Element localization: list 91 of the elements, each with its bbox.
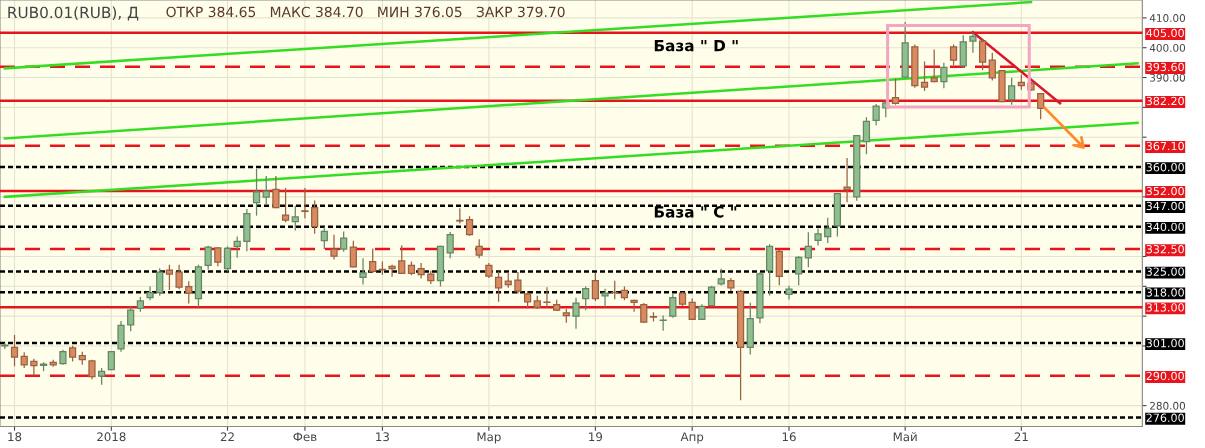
ref-line-label: 405.00 <box>1146 28 1184 38</box>
candlestick <box>117 320 125 353</box>
candlestick <box>156 267 164 297</box>
candlestick <box>582 285 590 311</box>
candlestick <box>252 168 261 217</box>
candlestick <box>640 302 648 324</box>
chart-title: RUB0.01(RUB), Д <box>8 6 139 21</box>
candlestick <box>446 231 454 259</box>
candlestick <box>543 286 551 309</box>
candlestick <box>862 116 871 155</box>
ref-line-label: 347.00 <box>1146 201 1184 211</box>
candlestick <box>262 175 270 206</box>
ref-line-label: 276.00 <box>1146 413 1184 422</box>
y-tick-label: 410.00 <box>1149 14 1186 22</box>
candlestick <box>291 205 299 232</box>
candlestick <box>233 235 241 259</box>
candlestick <box>669 293 677 319</box>
x-tick-label: Апр <box>680 432 704 444</box>
candlestick <box>891 77 900 106</box>
x-tick-label: 21 <box>1014 432 1028 442</box>
ref-line-label: 360.00 <box>1146 162 1184 172</box>
candlestick <box>281 187 290 223</box>
candlestick <box>272 175 280 209</box>
candlestick <box>369 247 377 274</box>
candlestick <box>843 157 851 203</box>
ref-line-label: 340.00 <box>1146 222 1184 232</box>
candlestick <box>1037 92 1045 120</box>
candlestick <box>30 358 38 377</box>
candlestick <box>349 240 357 269</box>
candlestick <box>988 52 996 82</box>
candlestick <box>940 62 948 89</box>
candlestick <box>330 234 338 261</box>
candlestick <box>514 271 522 295</box>
candlestick <box>320 226 328 250</box>
x-tick-label: 22 <box>220 432 234 442</box>
ref-line-label: 393.60 <box>1146 62 1184 72</box>
candlestick <box>1008 77 1016 106</box>
candlestick <box>795 255 803 286</box>
candlestick <box>127 305 135 332</box>
candlestick <box>872 103 880 126</box>
candlestick <box>359 257 367 286</box>
x-tick-label: 18 <box>8 432 22 442</box>
candlestick <box>465 215 474 237</box>
ref-line-label: 332.50 <box>1146 245 1184 254</box>
annotation: База " D " <box>654 39 738 52</box>
candlestick <box>223 245 232 273</box>
ref-line-label: 352.00 <box>1146 186 1184 196</box>
candlestick <box>10 334 19 367</box>
ref-line-label: 325.00 <box>1146 267 1184 276</box>
candlestick <box>311 199 319 235</box>
x-tick-label: Май <box>893 432 917 442</box>
candlestick <box>165 264 174 291</box>
candlestick <box>417 262 425 280</box>
x-tick-label: 16 <box>782 432 796 442</box>
x-tick-label: Мар <box>477 432 501 444</box>
ref-line-label: 318.00 <box>1146 288 1184 297</box>
candlestick <box>804 231 812 268</box>
candlestick <box>978 38 987 71</box>
candlestick <box>388 264 396 278</box>
y-tick-label: 280.00 <box>1150 401 1186 410</box>
y-tick-label: 400.00 <box>1149 43 1186 52</box>
candlestick <box>824 217 832 244</box>
candlestick <box>591 272 599 302</box>
y-tick-label: 390.00 <box>1150 73 1186 82</box>
candlestick <box>601 288 609 308</box>
candlestick <box>659 314 667 332</box>
candlestick <box>204 245 212 271</box>
chart-subtitle: ОТКР 384.65 МАКС 384.70 МИН 376.05 ЗАКР 379.70 <box>166 6 565 18</box>
x-tick-label: 13 <box>376 432 389 442</box>
candlestick <box>572 297 580 330</box>
ref-line-label: 313.00 <box>1146 303 1184 312</box>
x-tick-label: Фев <box>293 432 317 442</box>
candlestick <box>398 244 406 275</box>
candlestick <box>630 299 638 313</box>
candlestick <box>949 43 958 66</box>
candlestick <box>930 48 938 83</box>
candlestick <box>185 280 193 305</box>
candlestick <box>214 246 222 267</box>
ref-line-label: 290.00 <box>1146 371 1184 381</box>
candlestick <box>175 264 183 290</box>
x-tick-label: 19 <box>589 432 603 442</box>
ref-line-label: 367.10 <box>1146 141 1184 151</box>
candlestick <box>475 238 483 259</box>
candlestick <box>301 187 309 219</box>
candlestick <box>494 270 503 303</box>
candlestick <box>340 230 348 253</box>
x-tick-label: 2018 <box>97 432 126 442</box>
candlestick <box>969 31 977 54</box>
ref-line-label: 301.00 <box>1146 338 1184 348</box>
candlestick <box>920 60 929 92</box>
ref-line-label: 382.20 <box>1146 96 1184 106</box>
